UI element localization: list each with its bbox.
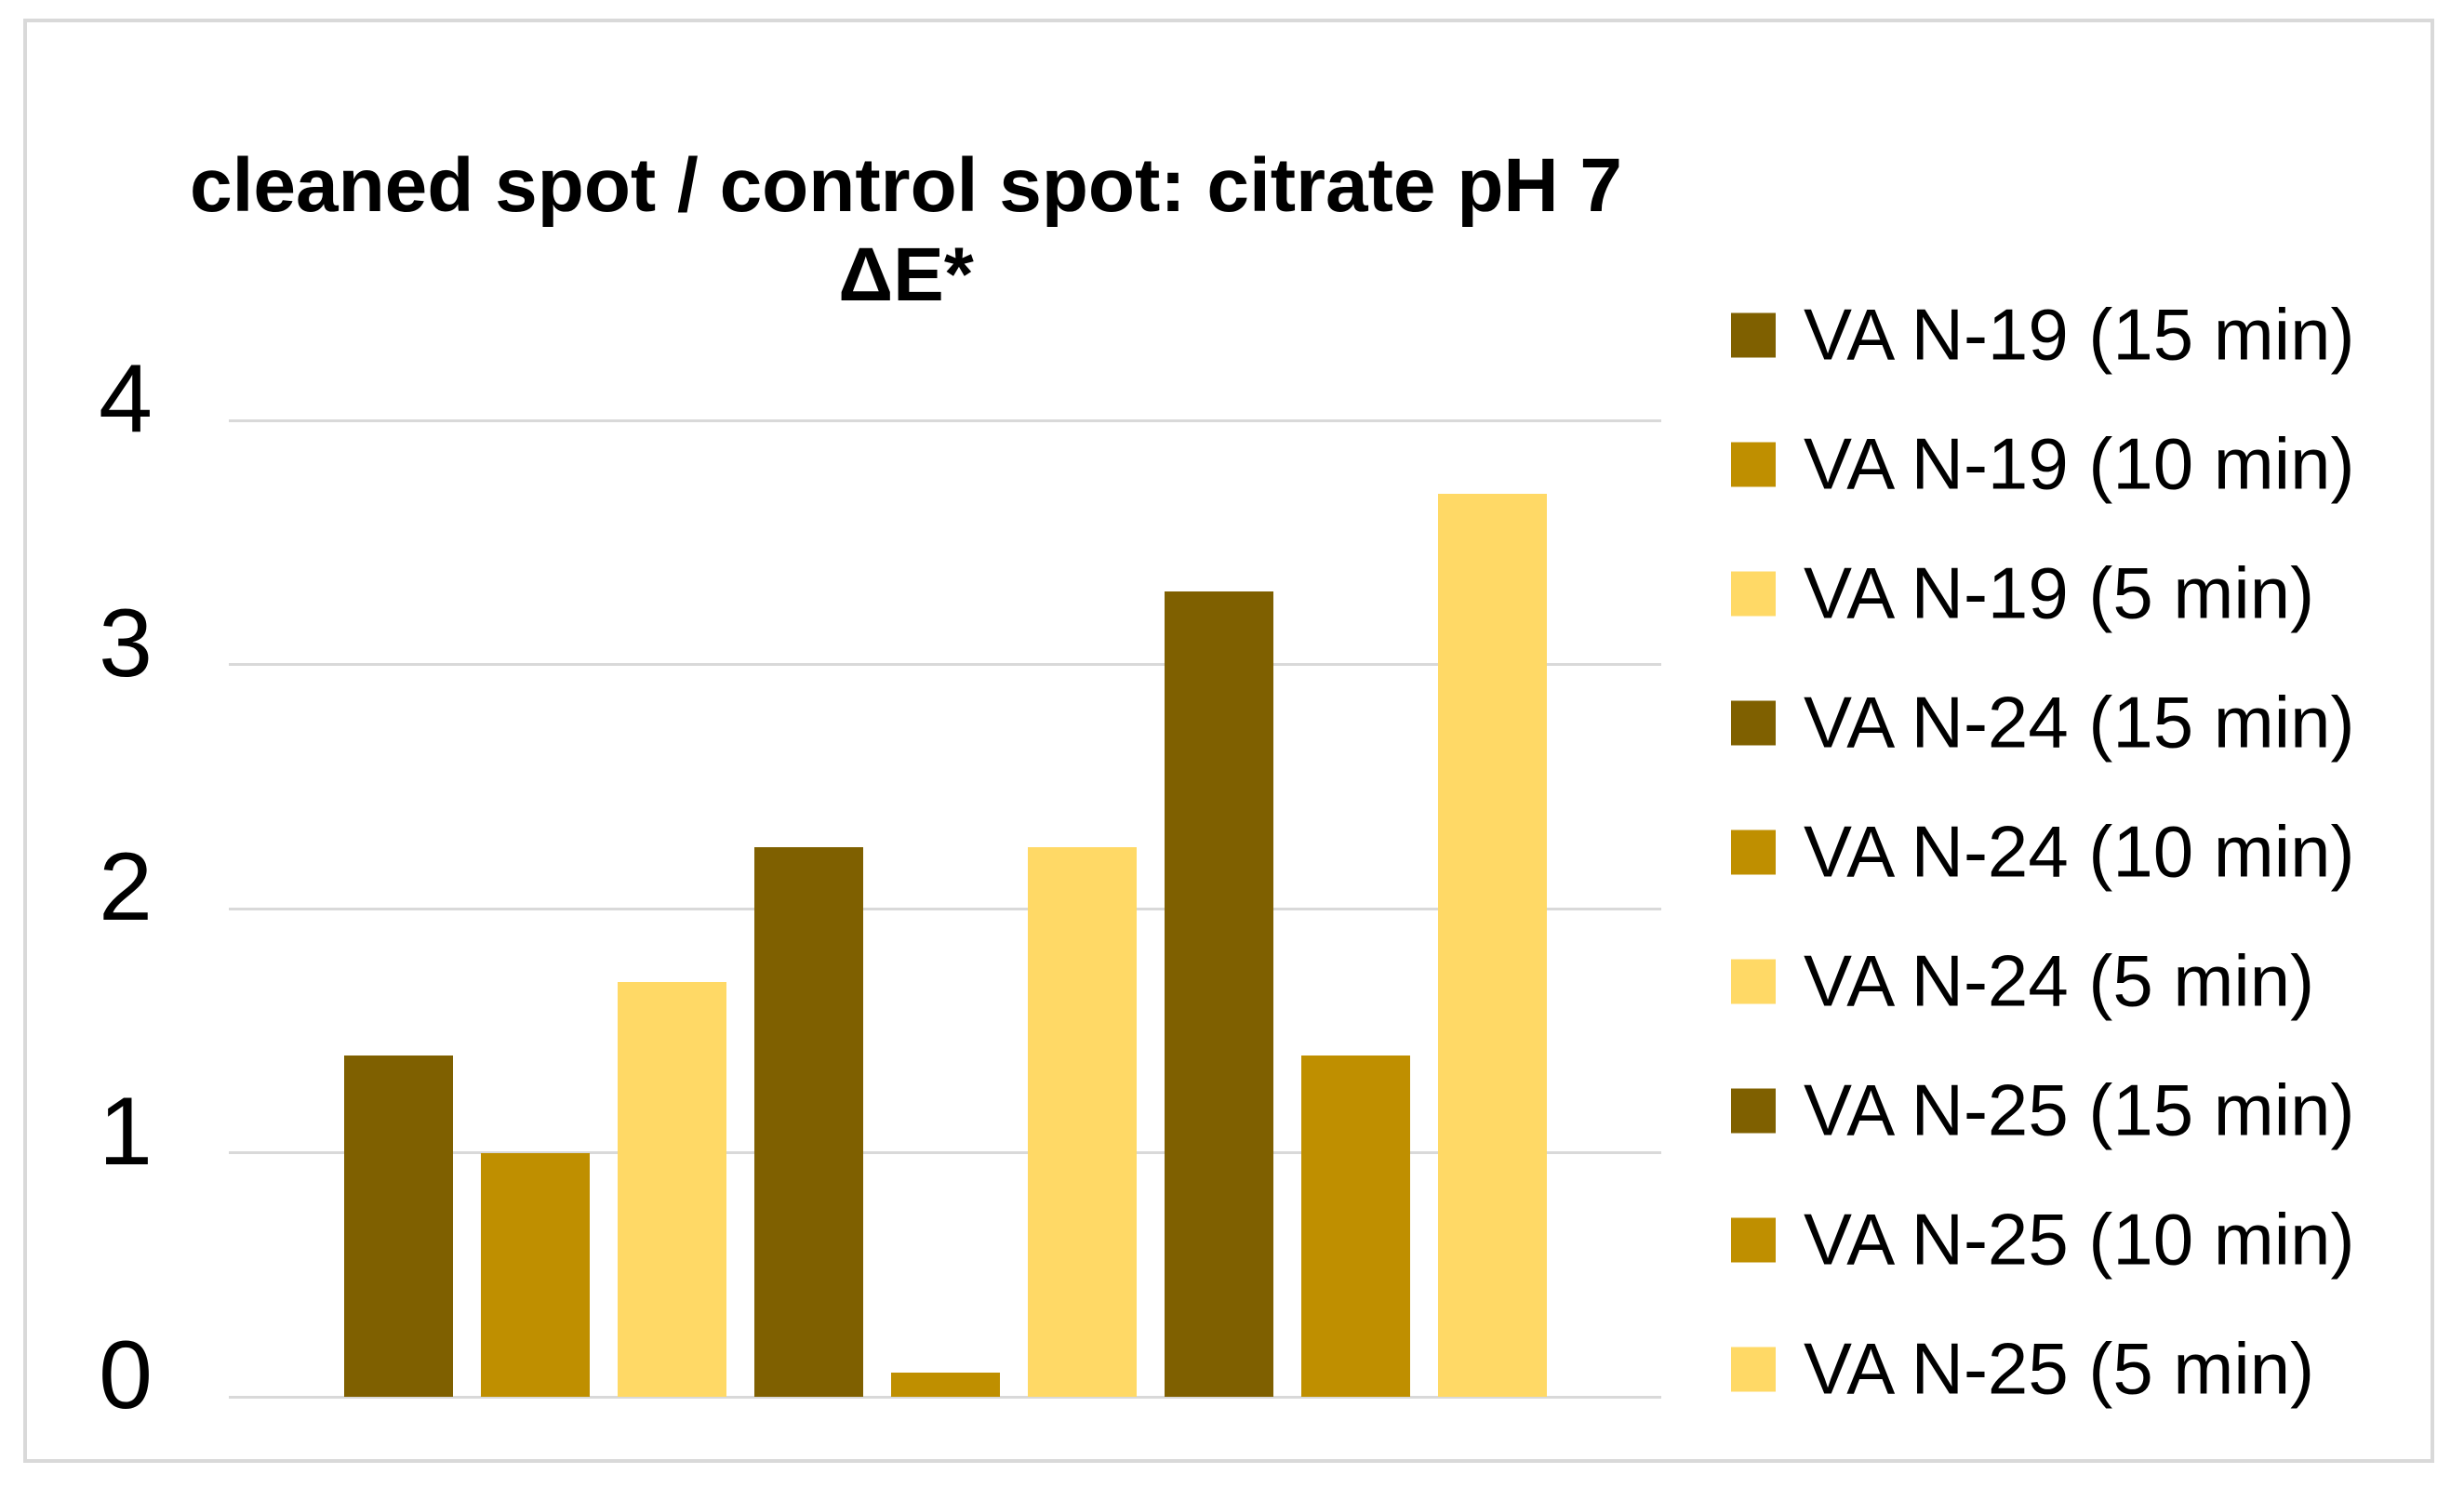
gridline-1 (229, 1151, 1661, 1154)
y-tick-label-1: 1 (99, 1077, 153, 1186)
legend-label: VA N-19 (10 min) (1804, 422, 2355, 505)
bar-va-n-24-5-min (1028, 847, 1137, 1397)
chart-subtitle: ΔE* (838, 232, 974, 317)
legend-label: VA N-19 (15 min) (1804, 293, 2355, 376)
bar-va-n-25-5-min (1438, 493, 1547, 1397)
gridline-4 (229, 418, 1661, 422)
legend-swatch-icon (1731, 1347, 1776, 1391)
legend-label: VA N-24 (10 min) (1804, 810, 2355, 893)
plot-area (229, 418, 1661, 1399)
bar-va-n-19-5-min (618, 981, 726, 1397)
y-tick-label-0: 0 (99, 1321, 153, 1430)
legend: VA N-19 (15 min) VA N-19 (10 min) VA N-19 … (1731, 22, 2464, 1459)
bar-va-n-25-15-min (1165, 591, 1273, 1397)
legend-swatch-icon (1731, 1217, 1776, 1262)
chart-frame: cleaned spot / control spot: citrate pH … (23, 19, 2434, 1463)
legend-label: VA N-19 (5 min) (1804, 551, 2315, 634)
y-tick-label-3: 3 (99, 589, 153, 697)
legend-item-7: VA N-25 (15 min) (1731, 1069, 2354, 1153)
bar-va-n-24-15-min (754, 847, 863, 1397)
gridline-0 (229, 1395, 1661, 1399)
y-tick-label-2: 2 (99, 833, 153, 942)
legend-item-2: VA N-19 (10 min) (1731, 422, 2354, 507)
legend-swatch-icon (1731, 312, 1776, 357)
legend-item-6: VA N-24 (5 min) (1731, 939, 2314, 1024)
legend-swatch-icon (1731, 442, 1776, 486)
legend-label: VA N-24 (5 min) (1804, 939, 2315, 1022)
bar-va-n-19-10-min (481, 1152, 590, 1397)
legend-item-4: VA N-24 (15 min) (1731, 681, 2354, 765)
y-tick-label-4: 4 (99, 345, 153, 454)
legend-swatch-icon (1731, 700, 1776, 745)
bar-va-n-24-10-min (891, 1372, 1000, 1397)
legend-item-3: VA N-19 (5 min) (1731, 551, 2314, 636)
legend-swatch-icon (1731, 959, 1776, 1003)
gridline-2 (229, 907, 1661, 910)
legend-item-8: VA N-25 (10 min) (1731, 1198, 2354, 1282)
legend-label: VA N-24 (15 min) (1804, 681, 2355, 763)
chart-title: cleaned spot / control spot: citrate pH … (189, 143, 1623, 228)
y-axis: 0 1 2 3 4 (64, 22, 153, 1459)
bar-va-n-19-15-min (344, 1055, 453, 1397)
legend-item-9: VA N-25 (5 min) (1731, 1327, 2314, 1412)
legend-label: VA N-25 (5 min) (1804, 1327, 2315, 1410)
legend-label: VA N-25 (10 min) (1804, 1198, 2355, 1281)
legend-swatch-icon (1731, 1088, 1776, 1133)
legend-item-1: VA N-19 (15 min) (1731, 293, 2354, 378)
bar-va-n-25-10-min (1301, 1055, 1410, 1397)
legend-item-5: VA N-24 (10 min) (1731, 810, 2354, 895)
legend-swatch-icon (1731, 830, 1776, 874)
gridline-3 (229, 663, 1661, 666)
legend-label: VA N-25 (15 min) (1804, 1069, 2355, 1151)
legend-swatch-icon (1731, 571, 1776, 616)
chart-title-block: cleaned spot / control spot: citrate pH … (83, 141, 1729, 320)
